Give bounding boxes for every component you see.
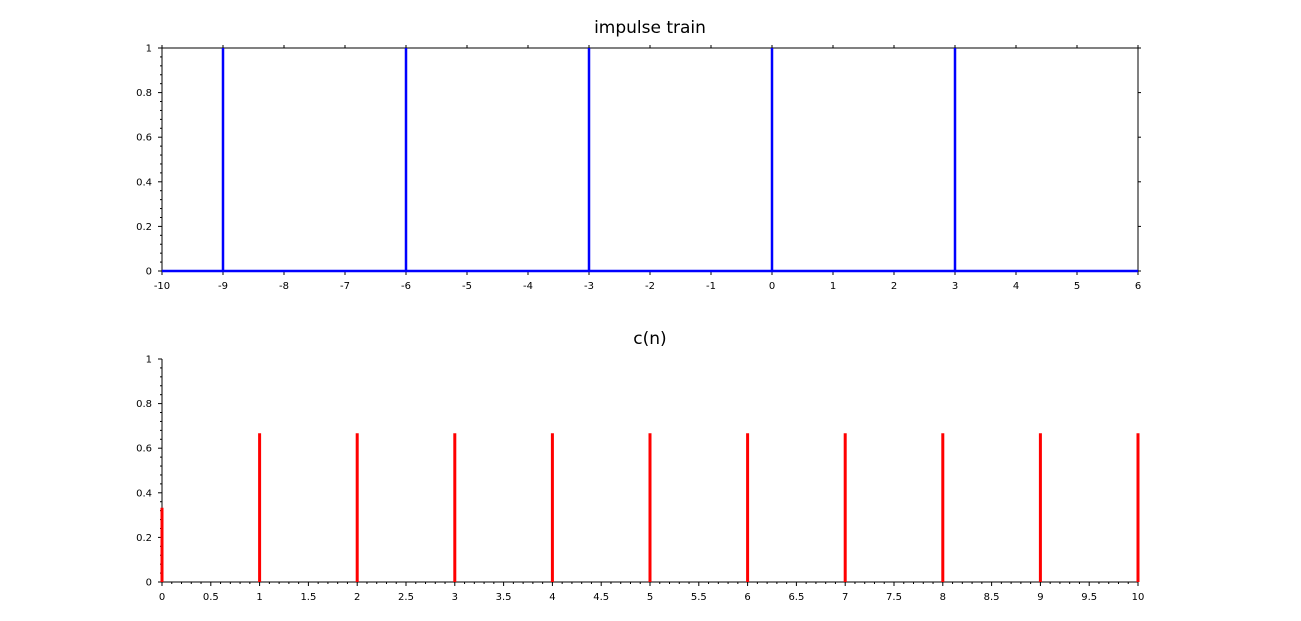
x-tick-label: 5 — [647, 592, 653, 603]
x-tick-label: -6 — [401, 281, 411, 292]
x-tick-label: 10 — [1132, 592, 1145, 603]
impulse-train-chart: impulse train -10 -9 -8 -7 -6 -5 -4 -3 -2 -1 0 1 2 3 4… — [136, 18, 1141, 292]
x-tick-label: 1 — [256, 592, 262, 603]
y-tick-label: 0.6 — [136, 133, 152, 144]
x-tick-label: 3 — [452, 592, 458, 603]
x-tick-label: 7.5 — [886, 592, 902, 603]
y-tick-label: 1 — [146, 44, 152, 55]
x-tick-label: 4.5 — [593, 592, 609, 603]
x-tick-label: 2.5 — [398, 592, 414, 603]
x-tick-label: 0 — [159, 592, 165, 603]
x-tick-label: 8 — [940, 592, 946, 603]
y-tick-label: 0.4 — [136, 488, 152, 499]
x-tick-label: -8 — [279, 281, 289, 292]
x-tick-label: 2 — [891, 281, 897, 292]
c-of-n-marks — [160, 433, 1140, 582]
x-tick-label: -10 — [154, 281, 170, 292]
x-tick-label: 8.5 — [984, 592, 1000, 603]
x-tick-label: -2 — [645, 281, 655, 292]
x-tick-label: 3 — [952, 281, 958, 292]
x-tick-label: 2 — [354, 592, 360, 603]
impulse-train-axes: -10 -9 -8 -7 -6 -5 -4 -3 -2 -1 0 1 2 3 4 5 600.20.40.60.… — [136, 44, 1141, 293]
x-tick-label: 9.5 — [1081, 592, 1097, 603]
x-tick-label: 5.5 — [691, 592, 707, 603]
x-tick-label: 9 — [1037, 592, 1043, 603]
x-tick-label: 6.5 — [788, 592, 804, 603]
x-tick-label: 0.5 — [203, 592, 219, 603]
x-tick-label: -1 — [706, 281, 716, 292]
impulse-train-marks — [162, 48, 1138, 273]
c-of-n-chart: c(n) 0 0.5 1 1.5 2 2.5 3 3.5 4 4.5 5 5.5 6 6.5 7 7.5 8 8.… — [136, 329, 1144, 603]
x-tick-label: 1.5 — [300, 592, 316, 603]
x-tick-label: -3 — [584, 281, 594, 292]
impulse-train-title: impulse train — [594, 18, 706, 38]
x-tick-label: 0 — [769, 281, 775, 292]
x-tick-label: 7 — [842, 592, 848, 603]
y-tick-label: 0.2 — [136, 222, 152, 233]
y-tick-label: 1 — [146, 355, 152, 366]
c-of-n-title: c(n) — [633, 329, 666, 349]
y-tick-label: 0.4 — [136, 177, 152, 188]
x-tick-label: 1 — [830, 281, 836, 292]
y-tick-label: 0.6 — [136, 444, 152, 455]
x-tick-label: 5 — [1074, 281, 1080, 292]
x-tick-label: -9 — [218, 281, 228, 292]
y-tick-label: 0.8 — [136, 399, 152, 410]
x-tick-label: -7 — [340, 281, 350, 292]
x-tick-label: -4 — [523, 281, 533, 292]
y-tick-label: 0 — [146, 267, 152, 278]
x-tick-label: 6 — [744, 592, 750, 603]
x-tick-label: 4 — [549, 592, 555, 603]
c-of-n-axes: 0 0.5 1 1.5 2 2.5 3 3.5 4 4.5 5 5.5 6 6.5 7 7.5 8 8.5 9 9.5… — [136, 355, 1144, 604]
y-tick-label: 0.2 — [136, 533, 152, 544]
y-tick-label: 0 — [146, 578, 152, 589]
x-tick-label: -5 — [462, 281, 472, 292]
y-tick-label: 0.8 — [136, 88, 152, 99]
x-tick-label: 6 — [1135, 281, 1141, 292]
x-tick-label: 3.5 — [496, 592, 512, 603]
x-tick-label: 4 — [1013, 281, 1019, 292]
